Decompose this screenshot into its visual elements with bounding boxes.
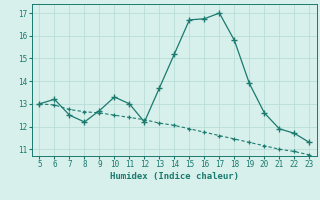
- X-axis label: Humidex (Indice chaleur): Humidex (Indice chaleur): [110, 172, 239, 181]
